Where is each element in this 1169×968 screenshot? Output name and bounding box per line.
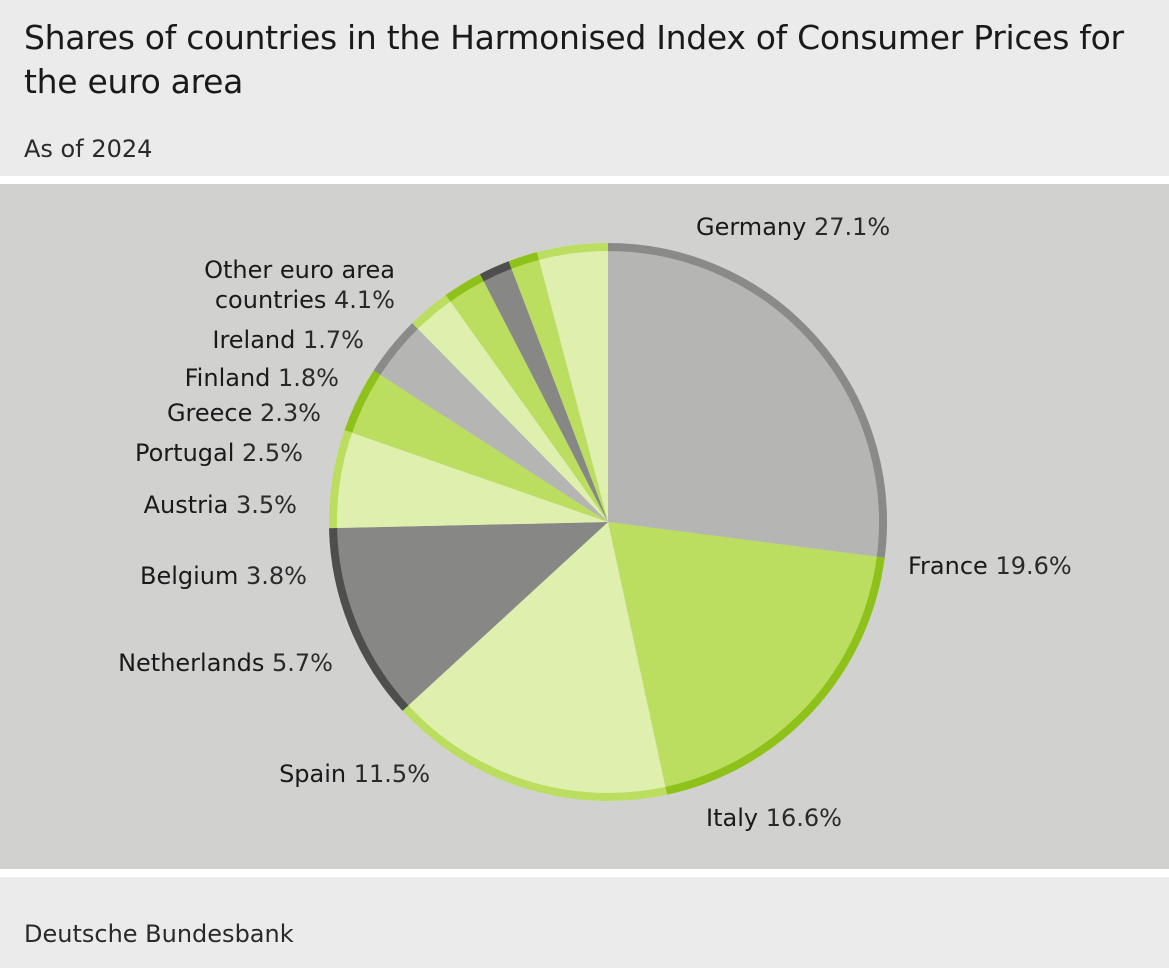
chart-subtitle: As of 2024 <box>24 135 153 163</box>
pie-slice-greece <box>445 274 608 522</box>
pie-rim-portugal <box>412 295 451 329</box>
pie-wedge-other-euro-area-countries <box>537 243 608 522</box>
pie-rim-germany <box>607 243 887 558</box>
slice-label-netherlands: Netherlands 5.7% <box>118 649 333 677</box>
pie-rim-netherlands <box>329 430 353 529</box>
pie-rim-greece <box>445 274 484 302</box>
slice-label-portugal: Portugal 2.5% <box>135 439 303 467</box>
pie-slice-italy <box>402 522 668 801</box>
slice-label-greece: Greece 2.3% <box>167 399 321 427</box>
pie-wedge-france <box>608 522 885 795</box>
slice-label-other-euro-area-countries: Other euro area countries 4.1% <box>204 256 395 314</box>
plot-area: Germany 27.1% France 19.6% Italy 16.6% Spai… <box>0 184 1169 869</box>
pie-slice-belgium <box>344 370 608 522</box>
pie-slice-portugal <box>412 295 608 522</box>
pie-wedge-austria <box>373 323 608 522</box>
pie-rim-italy <box>402 705 668 801</box>
pie-slice-finland <box>480 261 608 522</box>
pie-slice-other-euro-area-countries <box>537 243 609 522</box>
pie-rim-ireland <box>508 252 540 269</box>
slice-label-germany: Germany 27.1% <box>696 213 890 241</box>
slice-label-france: France 19.6% <box>908 552 1072 580</box>
pie-rim-finland <box>480 261 512 282</box>
slice-label-austria: Austria 3.5% <box>144 491 297 519</box>
pie-slice-spain <box>329 522 608 711</box>
pie-rim-france <box>665 556 885 795</box>
pie-rim-austria <box>373 323 418 375</box>
slice-label-belgium: Belgium 3.8% <box>140 562 307 590</box>
pie-wedge-portugal <box>412 295 608 522</box>
slice-label-ireland: Ireland 1.7% <box>212 326 364 354</box>
pie-rim-belgium <box>344 370 381 433</box>
chart-header: Shares of countries in the Harmonised In… <box>0 0 1169 176</box>
pie-rim-other-euro-area-countries <box>537 243 609 260</box>
chart-title: Shares of countries in the Harmonised In… <box>24 18 1124 101</box>
chart-footer: Deutsche Bundesbank <box>0 877 1169 968</box>
pie-slice-ireland <box>508 252 608 522</box>
pie-slice-austria <box>373 323 608 522</box>
slice-label-italy: Italy 16.6% <box>706 804 842 832</box>
divider-bottom <box>0 869 1169 877</box>
source-note: Deutsche Bundesbank <box>24 920 294 948</box>
pie-slice-germany <box>607 243 887 558</box>
pie-wedge-belgium <box>344 370 608 522</box>
pie-wedge-spain <box>329 522 608 711</box>
pie-chart: Germany 27.1% France 19.6% Italy 16.6% Spai… <box>118 213 1072 832</box>
slice-label-spain: Spain 11.5% <box>279 760 430 788</box>
pie-wedge-ireland <box>508 252 608 522</box>
pie-wedge-netherlands <box>329 430 608 529</box>
pie-wedge-italy <box>402 522 668 801</box>
pie-wedge-greece <box>445 274 608 522</box>
pie-rim-spain <box>329 527 409 711</box>
slice-label-finland: Finland 1.8% <box>185 364 339 392</box>
pie-wedge-germany <box>608 243 887 558</box>
divider-top <box>0 176 1169 184</box>
pie-slice-netherlands <box>329 430 608 529</box>
pie-slice-france <box>608 522 885 795</box>
pie-wedge-finland <box>480 261 608 522</box>
